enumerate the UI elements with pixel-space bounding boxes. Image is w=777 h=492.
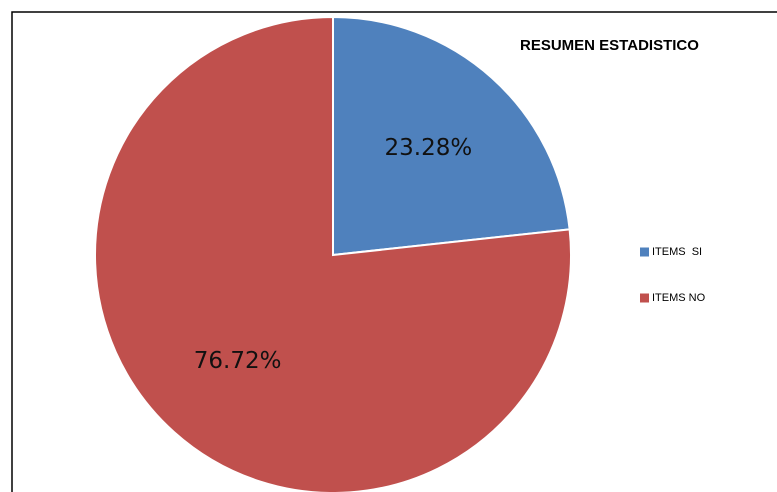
data-label: 23.28% bbox=[385, 135, 473, 161]
legend-label: ITEMS NO bbox=[652, 292, 706, 304]
pie-slice bbox=[94, 15, 573, 492]
chart-title: RESUMEN ESTADISTICO bbox=[520, 37, 699, 54]
legend-swatch bbox=[640, 247, 649, 257]
legend-swatch bbox=[640, 293, 649, 303]
pie-slice bbox=[332, 15, 571, 257]
legend-label: ITEMS SI bbox=[652, 246, 702, 258]
data-label: 76.72% bbox=[194, 348, 282, 374]
